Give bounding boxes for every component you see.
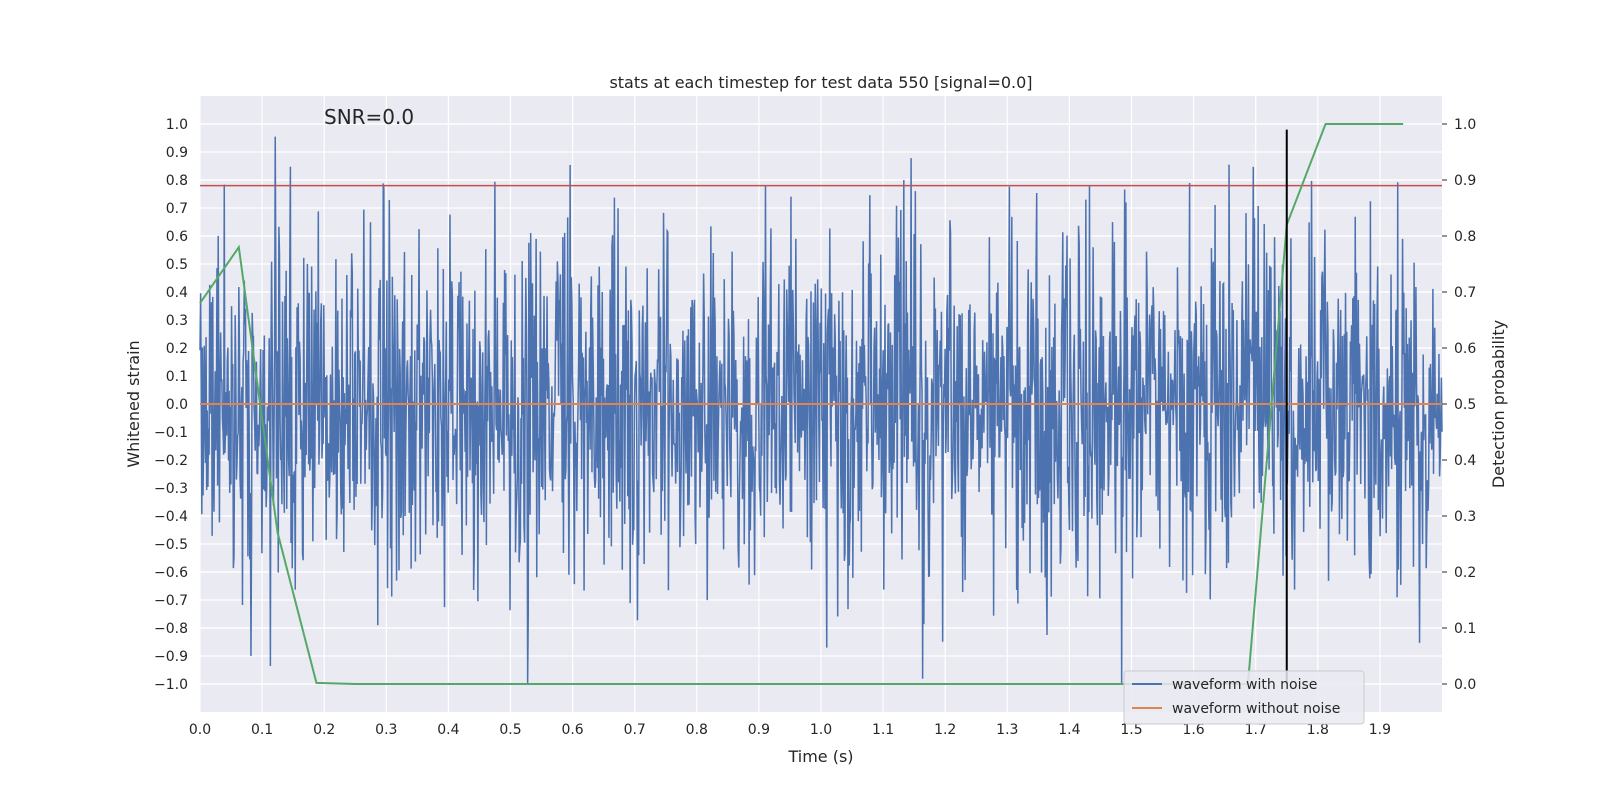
x-tick-label: 1.9 [1369,722,1391,738]
y-tick-label: 0.3 [166,313,188,329]
y-tick-label: 0.6 [166,229,188,245]
y-tick-label: −0.9 [154,649,188,665]
y2-tick-label: 0.8 [1454,229,1476,245]
x-tick-label: 1.5 [1120,722,1142,738]
x-tick-label: 0.8 [686,722,708,738]
series-waveform-with-noise [199,136,1443,685]
y-tick-label: 0.8 [166,173,188,189]
x-tick-label: 1.0 [810,722,832,738]
chart-title: stats at each timestep for test data 550… [609,73,1032,92]
legend: waveform with noise waveform without noi… [1123,670,1365,725]
y2-tick-label: 0.9 [1454,173,1476,189]
x-tick-label: 1.4 [1058,722,1080,738]
y2-tick-label: 0.4 [1454,453,1476,469]
y-axis-ticks: 1.0 0.9 0.8 0.7 0.6 0.5 0.4 0.3 0.2 0.1 0.0 −0.1 −0.… [154,117,188,693]
y-tick-label: 0.2 [166,341,188,357]
y2-tick-label: 0.2 [1454,565,1476,581]
y-tick-label: 0.0 [166,397,188,413]
y-tick-label: 0.9 [166,145,188,161]
y2-tick-label: 1.0 [1454,117,1476,133]
y-tick-label: 0.7 [166,201,188,217]
x-tick-label: 0.3 [375,722,397,738]
y2-tick-label: 0.6 [1454,341,1476,357]
y-tick-label: 0.5 [166,257,188,273]
y2-tick-label: 0.7 [1454,285,1476,301]
legend-label-noise: waveform with noise [1172,677,1317,693]
x-tick-label: 1.8 [1307,722,1329,738]
y-tick-label: −1.0 [154,677,188,693]
x-tick-label: 1.2 [934,722,956,738]
y2-axis-ticks: 1.0 0.9 0.8 0.7 0.6 0.5 0.4 0.3 0.2 0.1 0.0 [1442,117,1476,693]
x-axis-ticks: 0.0 0.1 0.2 0.3 0.4 0.5 0.6 0.7 0.8 0.9 1.0 1.1 1.2 1… [189,722,1391,738]
legend-box [1123,670,1365,725]
y-tick-label: 0.1 [166,369,188,385]
y-tick-label: −0.3 [154,481,188,497]
x-tick-label: 0.9 [748,722,770,738]
y-tick-label: −0.4 [154,509,188,525]
y-tick-label: −0.8 [154,621,188,637]
x-tick-label: 0.0 [189,722,211,738]
y2-axis-label: Detection probability [1489,320,1508,488]
x-axis-label: Time (s) [787,747,853,766]
x-tick-label: 0.1 [251,722,273,738]
x-tick-label: 1.1 [872,722,894,738]
x-tick-label: 1.3 [996,722,1018,738]
x-tick-label: 0.2 [313,722,335,738]
y2-tick-label: 0.5 [1454,397,1476,413]
y2-tick-label: 0.3 [1454,509,1476,525]
y-axis-label: Whitened strain [124,340,143,467]
x-tick-label: 0.6 [561,722,583,738]
y-tick-label: −0.2 [154,453,188,469]
legend-label-clean: waveform without noise [1172,701,1340,717]
x-tick-label: 0.7 [624,722,646,738]
x-tick-label: 0.4 [437,722,459,738]
x-tick-label: 1.7 [1245,722,1267,738]
noise-series [199,136,1443,685]
y-tick-label: −0.7 [154,593,188,609]
y-tick-label: −0.5 [154,537,188,553]
snr-annotation: SNR=0.0 [324,105,414,129]
y-tick-label: 1.0 [166,117,188,133]
y-tick-label: 0.4 [166,285,188,301]
x-tick-label: 1.6 [1182,722,1204,738]
y-tick-label: −0.6 [154,565,188,581]
x-tick-label: 0.5 [499,722,521,738]
y-tick-label: −0.1 [154,425,188,441]
y2-tick-label: 0.0 [1454,677,1476,693]
y2-tick-label: 0.1 [1454,621,1476,637]
